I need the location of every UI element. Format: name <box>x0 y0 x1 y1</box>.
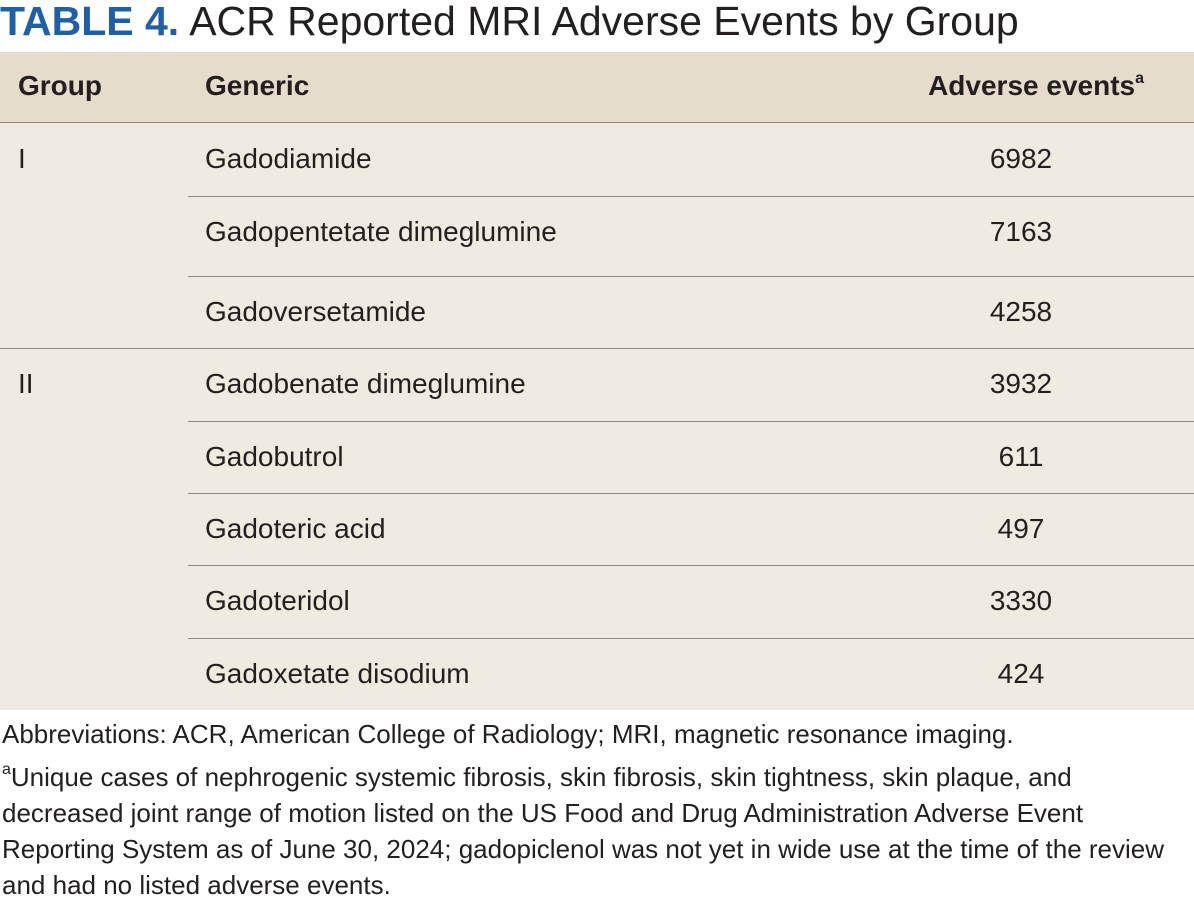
row-rule <box>188 565 1194 566</box>
column-header: Generic <box>205 70 310 101</box>
generic-cell: Gadoteric acid <box>205 513 386 544</box>
events-cell: 424 <box>997 658 1045 689</box>
row-rule <box>188 493 1194 494</box>
events-cell: 4258 <box>989 296 1053 327</box>
group-rule <box>0 348 1194 349</box>
table: Group Generic Adverse eventsa I Gadodiami… <box>0 52 1194 710</box>
footnotes: Abbreviations: ACR, American College of … <box>2 716 1192 903</box>
generic-cell: Gadobenate dimeglumine <box>205 368 526 399</box>
generic-cell: Gadoxetate disodium <box>205 658 470 689</box>
footnote-marker: a <box>2 761 11 778</box>
events-cell: 497 <box>997 513 1045 544</box>
events-cell: 6982 <box>989 143 1053 174</box>
footnote: aUnique cases of nephrogenic systemic fi… <box>2 752 1192 903</box>
events-cell: 611 <box>998 441 1044 472</box>
column-header: Group <box>18 70 102 101</box>
column-header: Adverse eventsa <box>928 70 1144 102</box>
generic-cell: Gadopentetate dimeglumine <box>205 216 557 247</box>
title-text: ACR Reported MRI Adverse Events by Group <box>189 0 1019 44</box>
generic-cell: Gadobutrol <box>205 441 344 472</box>
row-rule <box>188 421 1194 422</box>
column-header-text: Adverse events <box>928 70 1136 101</box>
group-cell: II <box>18 368 34 399</box>
row-rule <box>188 196 1194 197</box>
generic-cell: Gadodiamide <box>205 143 372 174</box>
group-cell: I <box>18 143 26 174</box>
table-label: TABLE 4. <box>0 0 180 44</box>
events-cell: 3330 <box>989 585 1053 616</box>
abbreviations: Abbreviations: ACR, American College of … <box>2 719 1014 749</box>
footnote-marker: a <box>1135 70 1144 87</box>
events-cell: 3932 <box>989 368 1053 399</box>
events-cell: 7163 <box>989 216 1053 247</box>
row-rule <box>188 638 1194 639</box>
header-row: Group Generic Adverse eventsa <box>0 52 1194 123</box>
generic-cell: Gadoversetamide <box>205 296 427 327</box>
row-rule <box>188 276 1194 277</box>
generic-cell: Gadoteridol <box>205 585 350 616</box>
footnote-text: Unique cases of nephrogenic systemic fib… <box>2 762 1165 900</box>
table-title: TABLE 4. ACR Reported MRI Adverse Events … <box>0 0 1019 45</box>
